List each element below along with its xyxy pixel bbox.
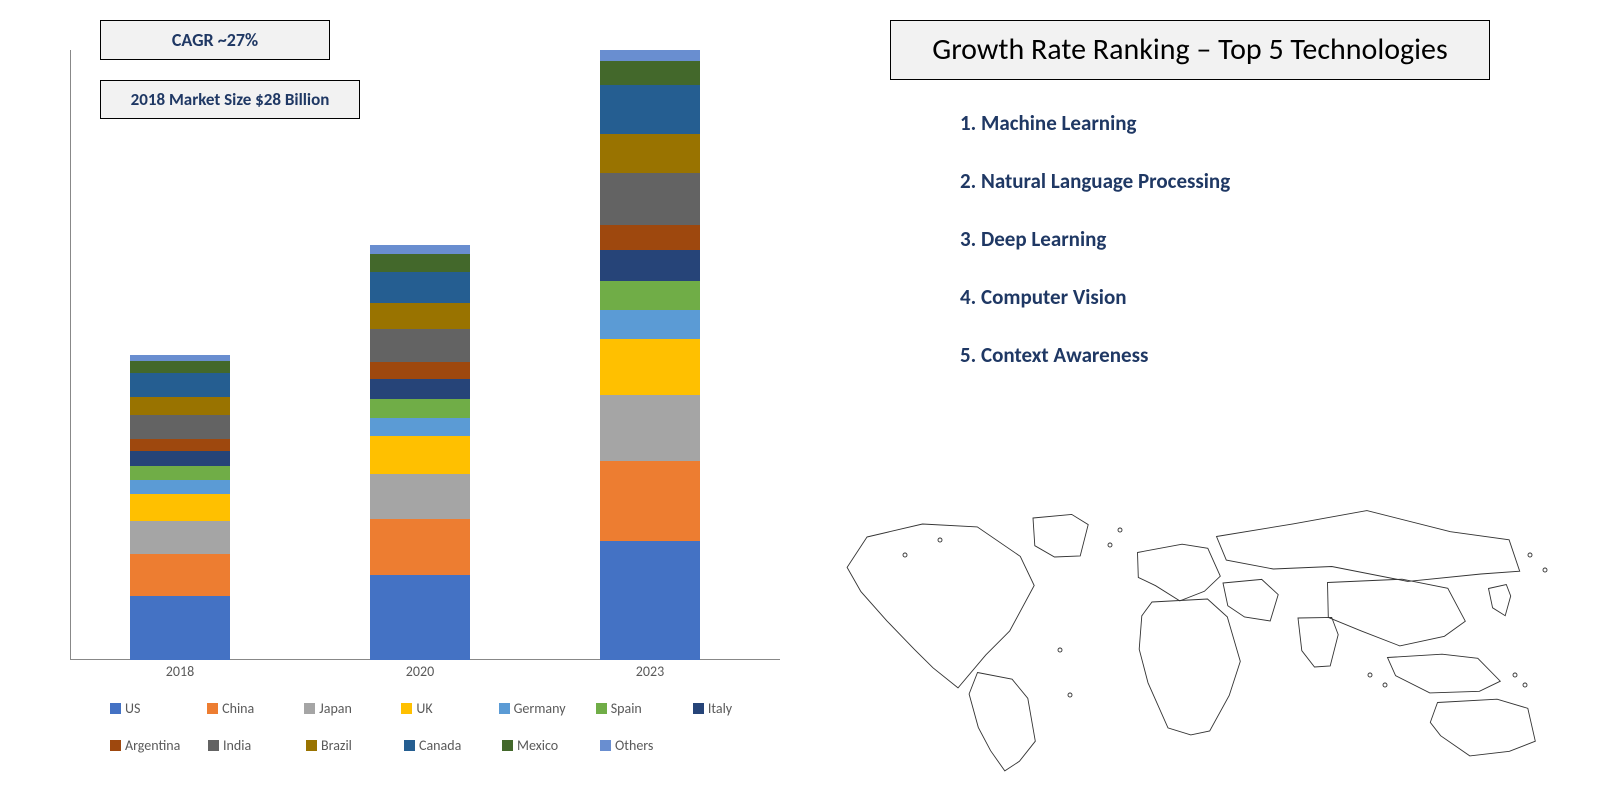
bar-segment <box>130 415 230 439</box>
legend-label: Canada <box>419 737 461 754</box>
legend-swatch <box>110 703 121 714</box>
legend-swatch <box>208 740 219 751</box>
bar-segment <box>370 399 470 418</box>
legend-label: Argentina <box>125 737 180 754</box>
legend-label: UK <box>416 700 432 717</box>
bar-segment <box>600 50 700 61</box>
legend-swatch <box>110 740 121 751</box>
legend-item: Brazil <box>306 737 404 754</box>
bar-segment <box>130 397 230 415</box>
legend-item: Italy <box>693 700 790 717</box>
bar-segment <box>600 339 700 395</box>
bar-segment <box>130 439 230 451</box>
bar-segment <box>600 61 700 85</box>
bar-2023: 2023 <box>600 50 700 660</box>
legend-item: Germany <box>499 700 596 717</box>
legend-label: India <box>223 737 251 754</box>
legend-swatch <box>304 703 315 714</box>
legend-label: Mexico <box>517 737 558 754</box>
bar-segment <box>600 250 700 282</box>
y-axis <box>70 50 71 660</box>
bar-segment <box>600 173 700 225</box>
bar-segment <box>600 461 700 542</box>
bar-segment <box>130 466 230 480</box>
legend-label: US <box>125 700 140 717</box>
bar-segment <box>600 541 700 660</box>
bar-segment <box>370 379 470 399</box>
legend-label: Brazil <box>321 737 352 754</box>
world-map-icon <box>810 500 1570 780</box>
stacked-bar-chart: 2018 2020 2023 <box>40 50 780 670</box>
bar-segment <box>370 474 470 519</box>
bar-segment <box>130 373 230 396</box>
technology-item: 4. Computer Vision <box>960 284 1550 310</box>
bar-segment <box>130 554 230 595</box>
legend-label: Germany <box>514 700 566 717</box>
bar-segment <box>600 85 700 134</box>
bar-segment <box>370 362 470 378</box>
legend-swatch <box>502 740 513 751</box>
chart-legend: US China Japan UK Germany Spain Italy Argentina… <box>110 700 790 764</box>
technology-item: 5. Context Awareness <box>960 342 1550 368</box>
legend-label: Spain <box>611 700 642 717</box>
bar-segment <box>370 254 470 271</box>
bar-segment <box>600 134 700 173</box>
bar-segment <box>600 281 700 310</box>
bar-segment <box>130 480 230 493</box>
legend-item: Argentina <box>110 737 208 754</box>
legend-item: UK <box>401 700 498 717</box>
right-panel: Growth Rate Ranking – Top 5 Technologies… <box>830 20 1550 400</box>
legend-item: India <box>208 737 306 754</box>
legend-item: Spain <box>596 700 693 717</box>
legend-item: US <box>110 700 207 717</box>
legend-swatch <box>693 703 704 714</box>
bar-segment <box>130 361 230 373</box>
bar-2020: 2020 <box>370 245 470 660</box>
legend-swatch <box>404 740 415 751</box>
legend-swatch <box>401 703 412 714</box>
legend-swatch <box>306 740 317 751</box>
legend-label: Japan <box>319 700 352 717</box>
bar-category-label: 2023 <box>600 663 700 680</box>
bar-segment <box>130 451 230 466</box>
bar-2018: 2018 <box>130 355 230 660</box>
legend-swatch <box>600 740 611 751</box>
legend-item: Others <box>600 737 698 754</box>
bar-segment <box>370 436 470 474</box>
bar-segment <box>370 272 470 304</box>
bar-segment <box>130 521 230 555</box>
bar-category-label: 2020 <box>370 663 470 680</box>
technology-item: 1. Machine Learning <box>960 110 1550 136</box>
bar-segment <box>370 303 470 329</box>
legend-label: Others <box>615 737 653 754</box>
legend-swatch <box>499 703 510 714</box>
bar-segment <box>130 596 230 660</box>
bar-category-label: 2018 <box>130 663 230 680</box>
bar-segment <box>600 225 700 249</box>
legend-item: Mexico <box>502 737 600 754</box>
bar-segment <box>130 494 230 521</box>
bar-segment <box>600 310 700 339</box>
legend-item: Canada <box>404 737 502 754</box>
bar-segment <box>370 418 470 436</box>
legend-label: China <box>222 700 254 717</box>
technology-list: 1. Machine Learning 2. Natural Language P… <box>960 110 1550 368</box>
bar-segment <box>370 575 470 660</box>
left-panel: CAGR ~27% 2018 Market Size $28 Billion 2… <box>40 10 780 780</box>
legend-swatch <box>596 703 607 714</box>
bar-segment <box>600 395 700 460</box>
legend-item: China <box>207 700 304 717</box>
technology-item: 2. Natural Language Processing <box>960 168 1550 194</box>
legend-item: Japan <box>304 700 401 717</box>
technology-item: 3. Deep Learning <box>960 226 1550 252</box>
ranking-title: Growth Rate Ranking – Top 5 Technologies <box>890 20 1490 80</box>
legend-label: Italy <box>708 700 732 717</box>
bar-segment <box>370 245 470 254</box>
bar-segment <box>370 519 470 575</box>
legend-swatch <box>207 703 218 714</box>
bar-segment <box>370 329 470 363</box>
